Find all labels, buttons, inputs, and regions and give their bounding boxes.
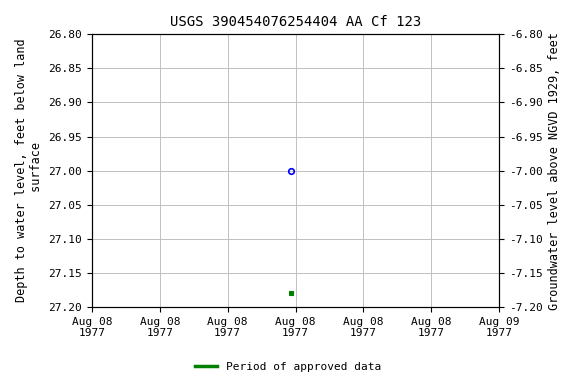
Y-axis label: Depth to water level, feet below land
 surface: Depth to water level, feet below land su… (15, 39, 43, 303)
Title: USGS 390454076254404 AA Cf 123: USGS 390454076254404 AA Cf 123 (170, 15, 421, 29)
Y-axis label: Groundwater level above NGVD 1929, feet: Groundwater level above NGVD 1929, feet (548, 32, 561, 310)
Legend: Period of approved data: Period of approved data (191, 358, 385, 377)
